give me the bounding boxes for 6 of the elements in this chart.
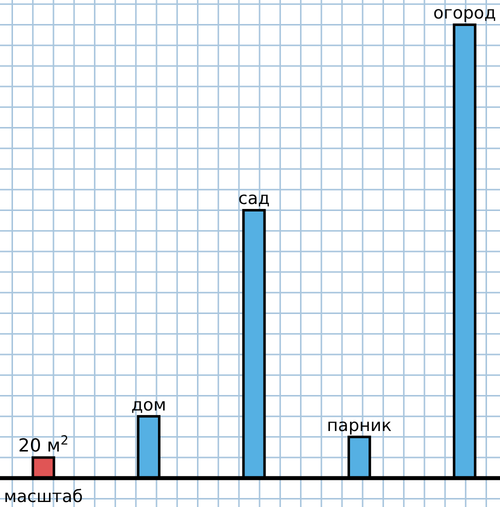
x-tick-label: огород bbox=[433, 4, 496, 24]
x-tick-label: дом bbox=[131, 395, 166, 416]
x-tick-label: парник bbox=[326, 416, 392, 436]
data-label: 20 м$^{2}$ bbox=[18, 432, 69, 457]
x-tick-label: масштаб bbox=[4, 487, 83, 507]
x-tick-label: сад bbox=[238, 189, 270, 210]
